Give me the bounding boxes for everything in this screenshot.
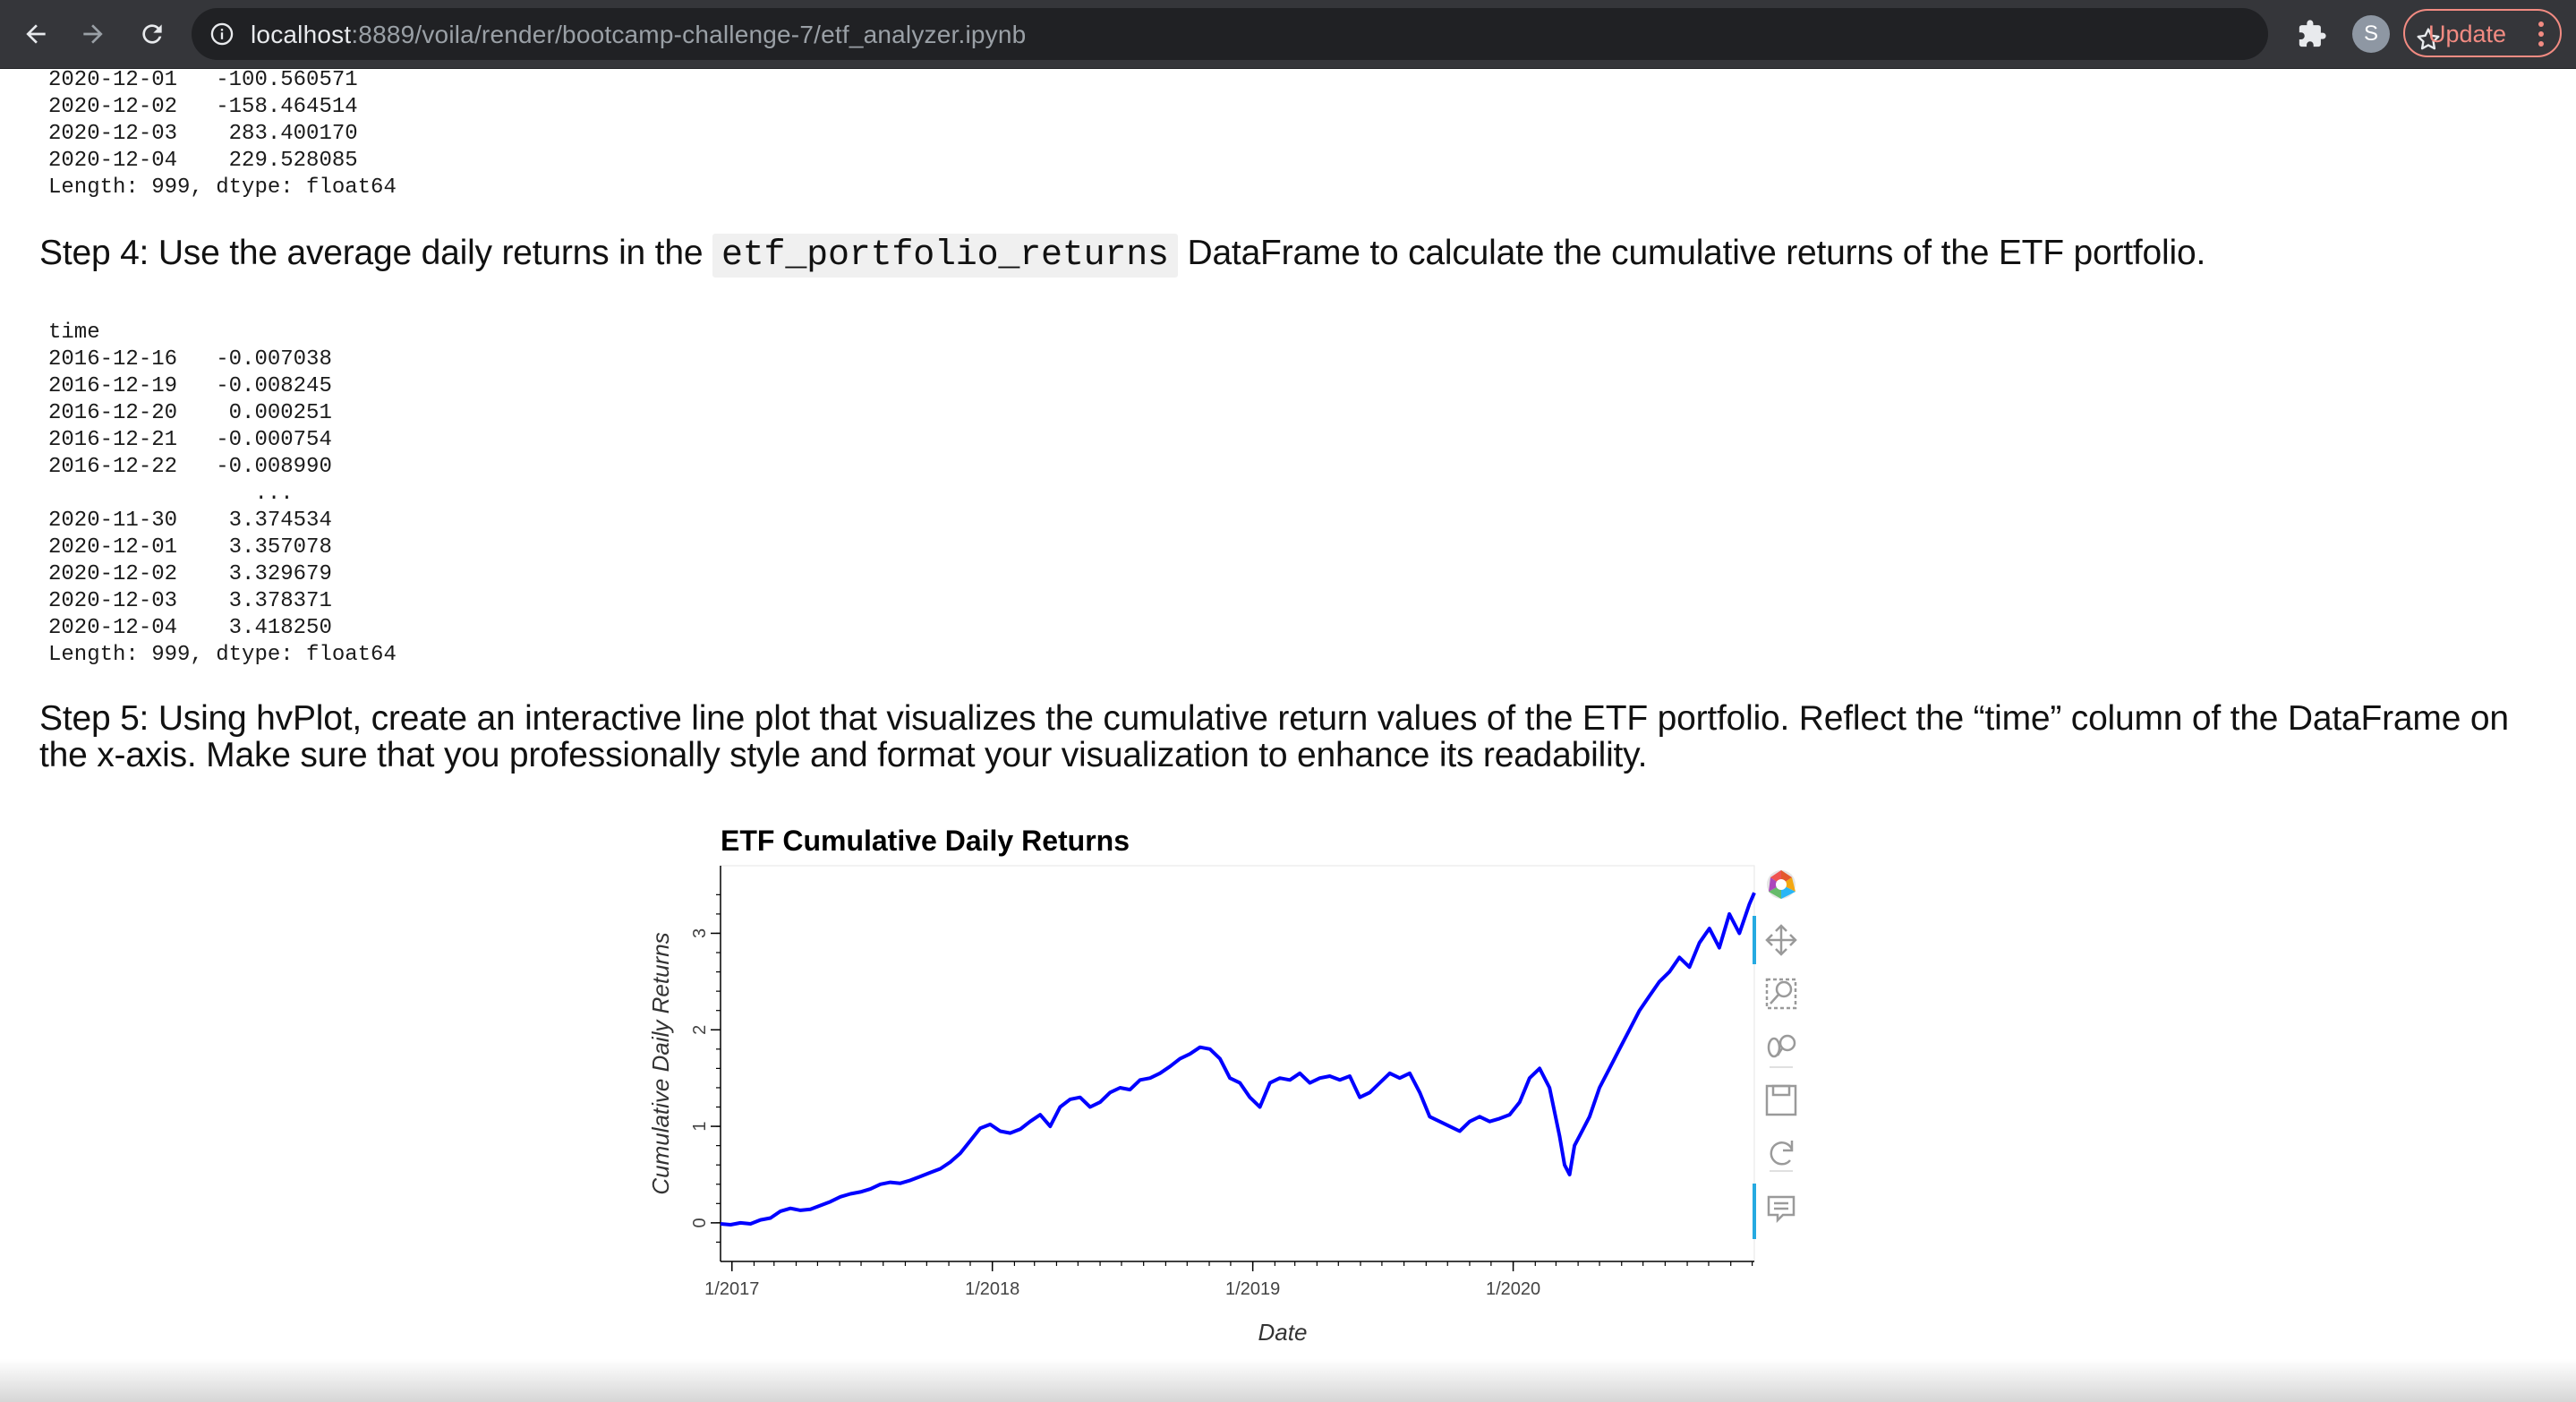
- series-output-tail: 2020-12-01 -100.560571 2020-12-02 -158.4…: [48, 67, 397, 201]
- output-line: Length: 999, dtype: float64: [48, 175, 397, 200]
- plot-toolbar: [1753, 870, 1797, 1239]
- plot-area[interactable]: [720, 865, 1755, 1262]
- output-line: 2020-12-01 -100.560571: [48, 68, 358, 92]
- step-4-suffix: DataFrame to calculate the cumulative re…: [1177, 234, 2206, 272]
- forward-arrow-icon: [83, 24, 103, 44]
- x-axis-label: Date: [1258, 1319, 1308, 1346]
- output-line: 2020-12-02 3.329679: [48, 562, 332, 586]
- output-line: ...: [48, 482, 294, 506]
- kebab-menu-icon: [2538, 21, 2544, 47]
- etf-cumulative-returns-chart[interactable]: ETF Cumulative Daily Returns 0 1 2 3 1/2017 1…: [627, 806, 1898, 1361]
- wheel-zoom-icon[interactable]: [1767, 1034, 1796, 1058]
- hover-icon[interactable]: [1767, 1195, 1796, 1224]
- x-tick-label: 1/2018: [965, 1279, 1019, 1299]
- pan-icon[interactable]: [1765, 924, 1797, 956]
- output-line: 2016-12-21 -0.000754: [48, 428, 332, 452]
- cumulative-returns-output: time 2016-12-16 -0.007038 2016-12-19 -0.…: [48, 320, 397, 669]
- step-4-heading: Step 4: Use the average daily returns in…: [39, 234, 2510, 278]
- address-bar[interactable]: localhost:8889/voila/render/bootcamp-cha…: [192, 8, 2440, 60]
- x-tick-label: 1/2017: [704, 1279, 759, 1299]
- toolbar-active-indicator: [1753, 916, 1756, 964]
- x-tick-label: 1/2019: [1225, 1279, 1280, 1299]
- box-zoom-icon[interactable]: [1765, 978, 1797, 1010]
- bokeh-logo-icon[interactable]: [1767, 870, 1796, 899]
- series-line[interactable]: [720, 892, 1756, 1227]
- output-line: 2020-12-02 -158.464514: [48, 95, 358, 119]
- step-5-heading: Step 5: Using hvPlot, create an interact…: [39, 699, 2509, 774]
- output-line: 2016-12-19 -0.008245: [48, 374, 332, 398]
- output-line: 2020-12-01 3.357078: [48, 535, 332, 560]
- url-text[interactable]: localhost:8889/voila/render/bootcamp-cha…: [251, 21, 1026, 49]
- info-icon[interactable]: [209, 21, 235, 47]
- update-button[interactable]: Update: [2403, 9, 2562, 57]
- url-host: localhost: [251, 21, 352, 48]
- step-4-code: etf_portfolio_returns: [712, 234, 1178, 278]
- reload-icon: [142, 24, 162, 44]
- update-label: Update: [2428, 21, 2507, 47]
- chart-axes: 0 1 2 3 1/2017 1/2018 1/2019 1/2020: [690, 866, 1754, 1299]
- chart-title: ETF Cumulative Daily Returns: [721, 825, 1130, 857]
- browser-toolbar: localhost:8889/voila/render/bootcamp-cha…: [0, 0, 2576, 69]
- window-bottom-edge: [0, 1359, 2576, 1402]
- reset-icon[interactable]: [1770, 1141, 1794, 1166]
- output-line: 2016-12-22 -0.008990: [48, 455, 332, 479]
- step-4-prefix: Step 4: Use the average daily returns in…: [39, 234, 712, 272]
- save-icon[interactable]: [1765, 1084, 1797, 1116]
- output-line: Length: 999, dtype: float64: [48, 643, 397, 667]
- y-tick-label: 2: [690, 1025, 710, 1035]
- url-path: :8889/voila/render/bootcamp-challenge-7/…: [351, 21, 1027, 48]
- y-tick-label: 1: [690, 1122, 710, 1132]
- forward-button[interactable]: [72, 13, 115, 56]
- output-line: 2020-12-04 229.528085: [48, 149, 358, 173]
- output-line: 2020-12-04 3.418250: [48, 616, 332, 640]
- avatar[interactable]: S: [2352, 15, 2390, 53]
- output-line: 2016-12-16 -0.007038: [48, 347, 332, 372]
- output-line: time: [48, 321, 100, 345]
- back-arrow-icon: [26, 24, 46, 44]
- reload-button[interactable]: [131, 13, 174, 56]
- y-tick-label: 3: [690, 928, 710, 938]
- y-tick-label: 0: [690, 1218, 710, 1227]
- output-line: 2020-12-03 3.378371: [48, 589, 332, 613]
- puzzle-icon[interactable]: [2297, 19, 2327, 49]
- output-line: 2020-11-30 3.374534: [48, 509, 332, 533]
- back-button[interactable]: [14, 13, 57, 56]
- x-tick-label: 1/2020: [1486, 1279, 1540, 1299]
- output-line: 2020-12-03 283.400170: [48, 122, 358, 146]
- toolbar-active-indicator: [1753, 1184, 1756, 1239]
- y-axis-label: Cumulative Daily Returns: [647, 932, 674, 1194]
- output-line: 2016-12-20 0.000251: [48, 401, 332, 425]
